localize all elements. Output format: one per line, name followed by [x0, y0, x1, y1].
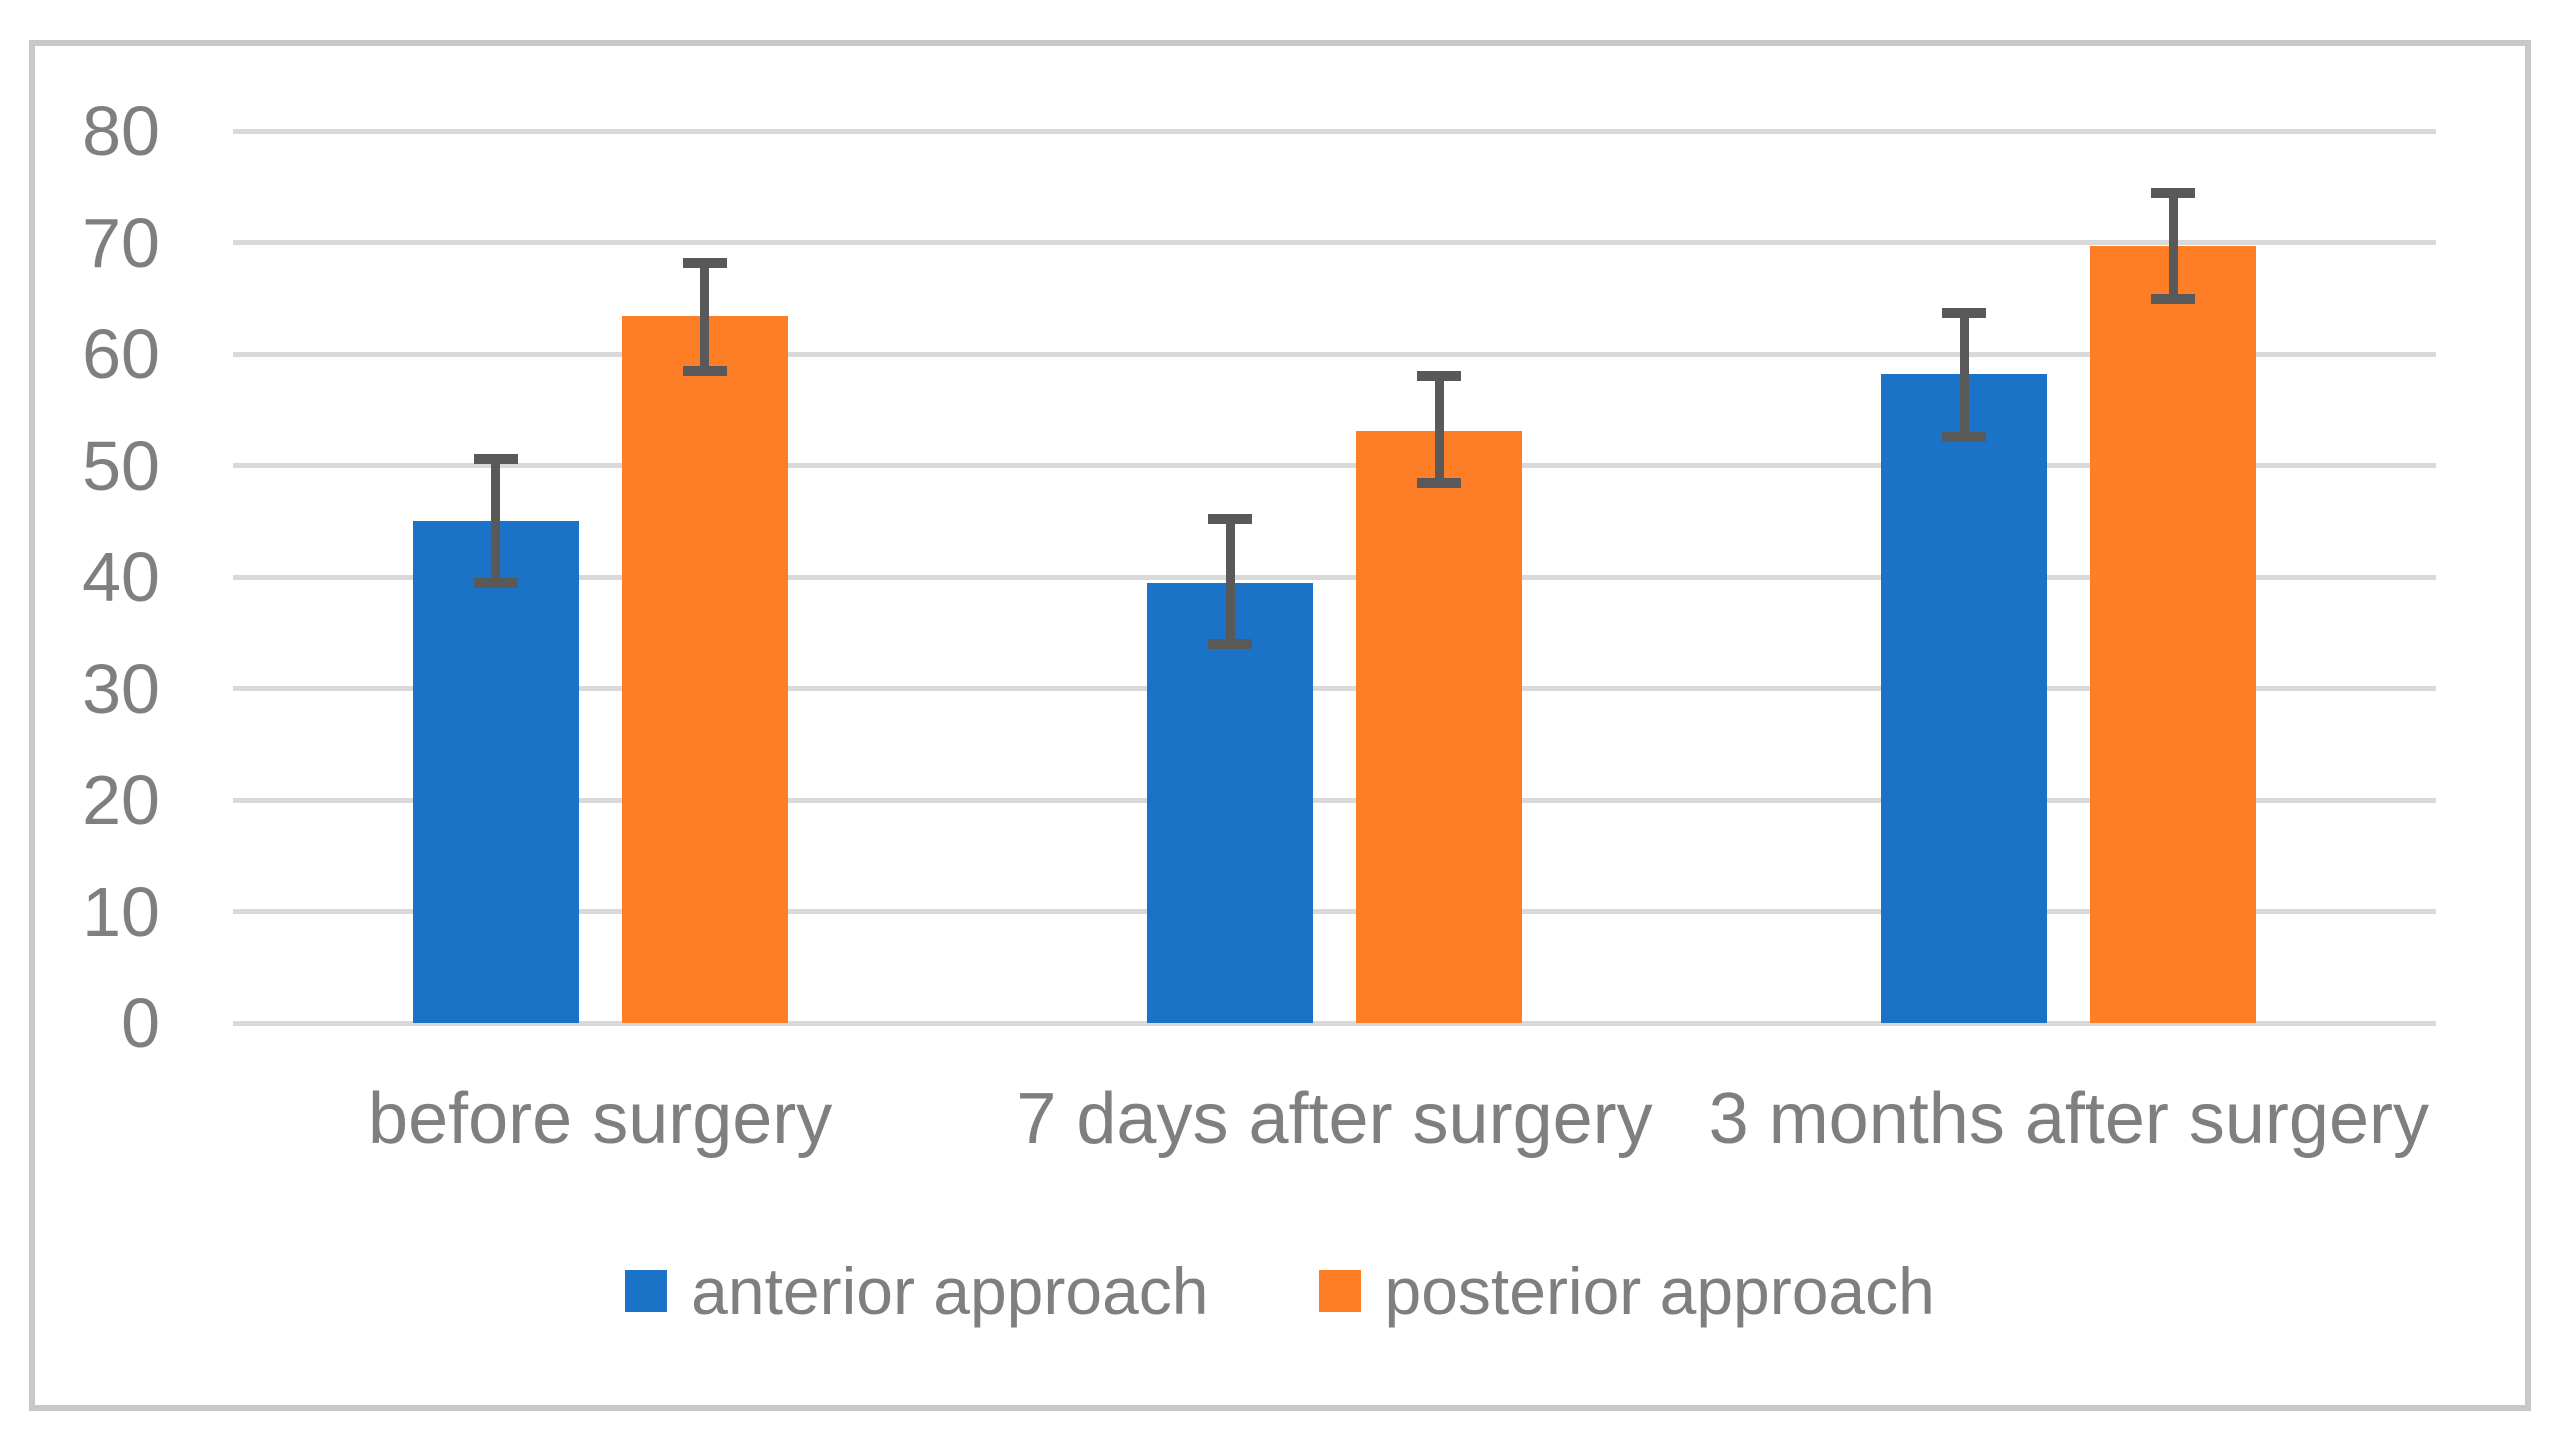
bar-anterior-approach — [1147, 582, 1313, 1023]
error-bar-cap — [1942, 431, 1987, 442]
bar-posterior-approach — [2090, 245, 2257, 1023]
y-axis-labels: 0 10 20 30 40 50 60 70 80 — [82, 96, 2436, 1058]
gridline — [233, 686, 2436, 691]
error-bar-line — [1225, 519, 1235, 644]
legend-swatch-posterior-approach — [1318, 1270, 1361, 1312]
plot-area: 0 10 20 30 40 50 60 70 80 before surgery 7 days a… — [82, 96, 2436, 1159]
legend-swatch-anterior-approach — [625, 1270, 668, 1312]
y-axis-tick-label: 0 — [121, 984, 160, 1062]
error-bar-cap — [1417, 478, 1461, 489]
error-bar-line — [1959, 312, 1969, 437]
bar-anterior-approach — [1881, 374, 2048, 1023]
gridline — [233, 1020, 2436, 1026]
x-axis-category-label: 7 days after surgery — [1016, 1079, 1653, 1159]
error-bar-line — [700, 262, 710, 371]
error-bar-line — [491, 458, 501, 583]
error-bar-line — [1434, 376, 1444, 484]
y-axis-tick-label: 70 — [82, 203, 160, 282]
gridline — [233, 351, 2436, 357]
y-axis-tick-label: 50 — [82, 426, 160, 505]
bar-posterior-approach — [1356, 430, 1522, 1023]
gridline — [233, 240, 2436, 245]
x-axis-labels: before surgery 7 days after surgery 3 mont… — [233, 131, 2436, 1159]
x-axis-category-label: 3 months after surgery — [1708, 1079, 2429, 1159]
gridlines-layer — [233, 128, 2436, 1026]
y-axis-tick-label: 30 — [82, 649, 160, 728]
bar-posterior-approach — [621, 316, 788, 1023]
error-bar-cap — [2151, 294, 2196, 305]
gridline — [233, 128, 2436, 134]
y-axis-tick-label: 60 — [82, 315, 160, 393]
legend-item-anterior-approach: anterior approach — [625, 1254, 1209, 1328]
x-axis-category-label: before surgery — [368, 1079, 833, 1159]
chart-frame: 0 10 20 30 40 50 60 70 80 before surgery 7 days a… — [29, 40, 2531, 1411]
legend: anterior approach posterior approach — [35, 1258, 2525, 1324]
error-bar-cap — [2151, 188, 2196, 199]
error-bar-cap — [1942, 307, 1987, 318]
gridline — [233, 909, 2436, 914]
error-bar-cap — [682, 365, 727, 376]
error-bar-cap — [1208, 638, 1252, 649]
legend-label: posterior approach — [1384, 1254, 1935, 1328]
error-bar-line — [2168, 193, 2178, 300]
legend-label: anterior approach — [691, 1254, 1209, 1328]
y-axis-tick-label: 40 — [82, 538, 160, 616]
bar-anterior-approach — [412, 521, 579, 1023]
gridline — [233, 797, 2436, 803]
error-bar-cap — [473, 453, 518, 464]
error-bar-cap — [1417, 371, 1461, 382]
legend-item-posterior-approach: posterior approach — [1318, 1254, 1935, 1328]
gridline — [233, 574, 2436, 580]
y-axis-tick-label: 20 — [82, 761, 160, 839]
bars-layer — [233, 131, 2436, 1023]
y-axis-tick-label: 10 — [82, 872, 160, 951]
gridline — [233, 463, 2436, 468]
error-bar-cap — [682, 257, 727, 268]
error-bar-cap — [473, 577, 518, 588]
y-axis-tick-label: 80 — [82, 92, 160, 170]
error-bar-cap — [1208, 514, 1252, 525]
